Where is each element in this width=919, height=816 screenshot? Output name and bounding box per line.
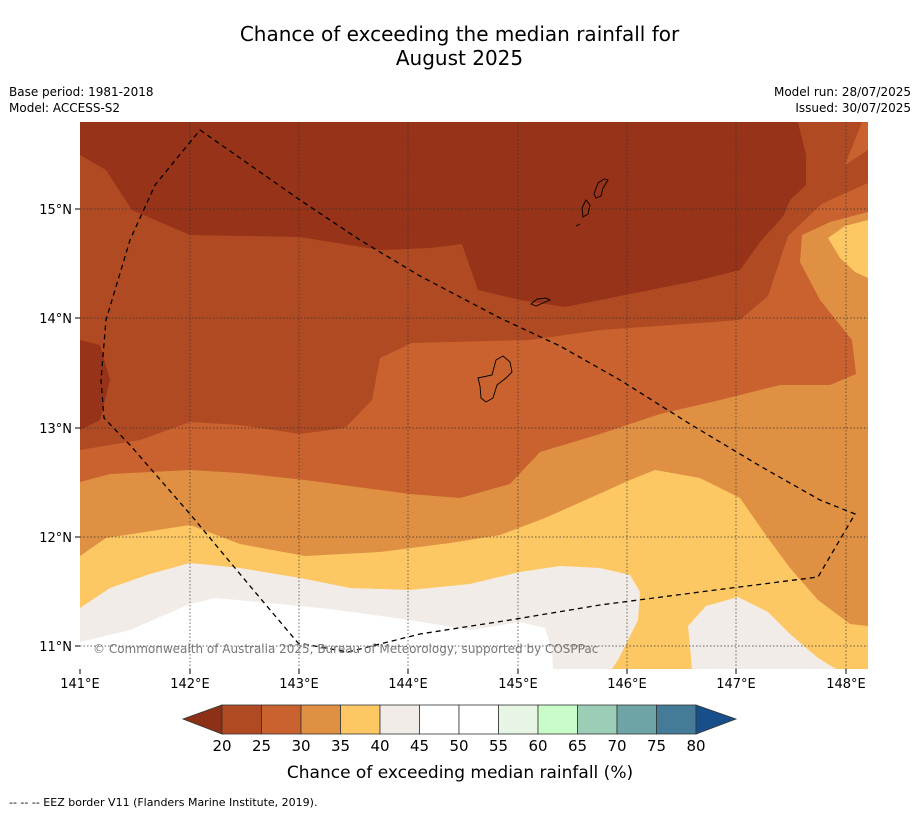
- colorbar-tick: 65: [568, 737, 587, 755]
- title-line-1: Chance of exceeding the median rainfall …: [239, 22, 680, 46]
- band-45-55: [80, 598, 553, 669]
- lon-label: 141°E: [60, 677, 100, 692]
- colorbar-tick-labels: 20 25 30 35 40 45 50 55 60 65 70 75 80: [212, 737, 705, 755]
- colorbar-segment: [616, 704, 657, 735]
- island-outlines: [477, 178, 609, 403]
- colorbar-tick: 60: [528, 737, 547, 755]
- colorbar-tick: 40: [370, 737, 389, 755]
- colorbar-segment: [379, 704, 420, 735]
- rota-outline: [530, 297, 552, 307]
- latitude-labels: 15°N 14°N 13°N 12°N 11°N: [39, 203, 72, 655]
- lon-label: 142°E: [170, 677, 210, 692]
- eez-legend-footer: -- -- -- EEZ border V11 (Flanders Marine…: [9, 796, 318, 809]
- colorbar-tick: 80: [686, 737, 705, 755]
- colorbar-segment: [656, 704, 697, 735]
- colorbar-segment: [577, 704, 618, 735]
- band-35-40-ne: [828, 220, 868, 278]
- rainfall-probability-field: [80, 122, 868, 669]
- lat-label: 11°N: [39, 640, 72, 655]
- lat-label: 12°N: [39, 531, 72, 546]
- title-line-2: August 2025: [395, 46, 524, 70]
- band-below-20-north: [80, 122, 806, 307]
- guam-outline: [477, 355, 513, 403]
- colorbar-tick: 45: [410, 737, 429, 755]
- lat-label: 15°N: [39, 203, 72, 218]
- colorbar-tick: 20: [212, 737, 231, 755]
- graticule: [80, 122, 868, 669]
- colorbar-segment: [300, 704, 341, 735]
- map-title: Chance of exceeding the median rainfall …: [0, 22, 919, 70]
- axis-ticks: [75, 208, 847, 674]
- colorbar-tick: 70: [607, 737, 626, 755]
- colorbar-tick: 35: [331, 737, 350, 755]
- colorbar-segment: [498, 704, 539, 735]
- model-text: Model: ACCESS-S2: [9, 101, 121, 115]
- eez-border-line: [100, 129, 856, 653]
- colorbar-tick: 50: [449, 737, 468, 755]
- lon-label: 143°E: [279, 677, 319, 692]
- band-25-30-ne: [845, 122, 868, 165]
- copyright-text: © Commonwealth of Australia 2025, Bureau…: [93, 642, 598, 656]
- colorbar-extend-low: [181, 704, 223, 735]
- colorbar-segment: [221, 704, 262, 735]
- meta-left: Base period: 1981-2018 Model: ACCESS-S2: [9, 84, 154, 116]
- longitude-labels: 141°E 142°E 143°E 144°E 145°E 146°E 147°…: [60, 677, 866, 692]
- colorbar-segment: [537, 704, 578, 735]
- colorbar-tick: 55: [489, 737, 508, 755]
- lon-label: 145°E: [498, 677, 538, 692]
- saipan-outline: [593, 178, 609, 199]
- aguijan-outline: [575, 223, 581, 227]
- lon-label: 144°E: [388, 677, 428, 692]
- colorbar-tick: 25: [252, 737, 271, 755]
- lon-label: 146°E: [607, 677, 647, 692]
- issued-text: Issued: 30/07/2025: [795, 101, 911, 115]
- colorbar-label: Chance of exceeding median rainfall (%): [287, 763, 633, 783]
- lat-label: 13°N: [39, 422, 72, 437]
- lat-label: 14°N: [39, 312, 72, 327]
- model-run-text: Model run: 28/07/2025: [773, 85, 911, 99]
- colorbar-tick: 75: [647, 737, 666, 755]
- colorbar-segment: [261, 704, 302, 735]
- colorbar-tick: 30: [291, 737, 310, 755]
- meta-right: Model run: 28/07/2025 Issued: 30/07/2025: [774, 84, 911, 116]
- tinian-outline: [581, 199, 591, 218]
- base-period-text: Base period: 1981-2018: [9, 85, 154, 99]
- colorbar-segment: [340, 704, 381, 735]
- colorbar-segment: [458, 704, 499, 735]
- colorbar-extend-high: [695, 704, 738, 735]
- band-40-45-e: [688, 597, 836, 669]
- lon-label: 147°E: [716, 677, 756, 692]
- lon-label: 148°E: [826, 677, 866, 692]
- colorbar: [181, 704, 738, 735]
- colorbar-segment: [419, 704, 460, 735]
